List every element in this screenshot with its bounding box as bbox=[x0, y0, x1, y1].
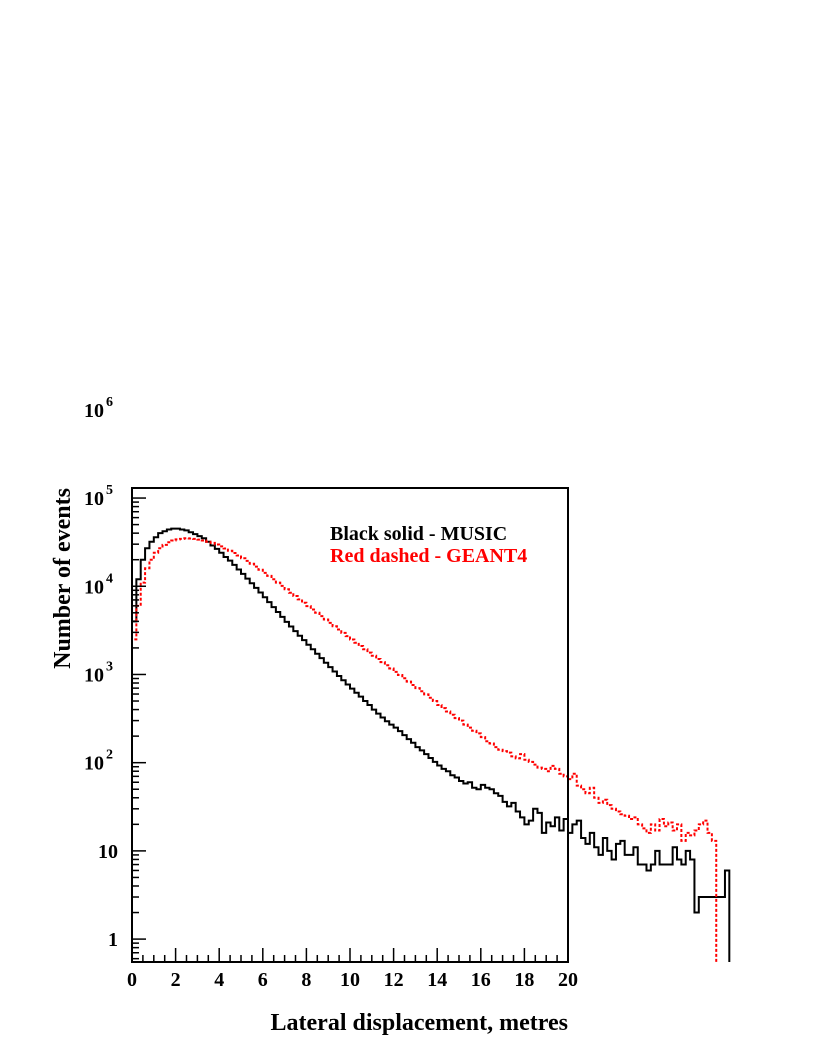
y-tick-exponent: 4 bbox=[106, 571, 113, 586]
legend-entry-music: Black solid - MUSIC bbox=[330, 523, 507, 545]
y-tick-label: 10 bbox=[84, 753, 104, 775]
x-axis: 0 2 4 6 8 10 12 14 16 18 20 bbox=[127, 948, 578, 991]
y-axis-title: Number of events bbox=[50, 488, 76, 669]
x-tick-label: 4 bbox=[214, 969, 224, 991]
series-layer bbox=[131, 527, 731, 962]
y-tick-label: 10 bbox=[84, 400, 104, 422]
x-tick-label: 12 bbox=[384, 969, 404, 991]
y-tick-label: 1 bbox=[108, 929, 118, 951]
x-tick-label: 8 bbox=[301, 969, 311, 991]
x-tick-label: 18 bbox=[514, 969, 534, 991]
x-tick-label: 20 bbox=[558, 969, 578, 991]
x-tick-label: 10 bbox=[340, 969, 360, 991]
x-tick-label: 14 bbox=[427, 969, 447, 991]
y-tick-label: 10 bbox=[84, 664, 104, 686]
y-tick-label: 10 bbox=[84, 576, 104, 598]
x-tick-label: 16 bbox=[471, 969, 491, 991]
series-line-geant4 bbox=[131, 537, 718, 962]
series-line-music bbox=[131, 527, 731, 962]
y-tick-label: 10 bbox=[98, 841, 118, 863]
y-tick-label: 10 bbox=[84, 488, 104, 510]
x-tick-label: 0 bbox=[127, 969, 137, 991]
x-tick-label: 6 bbox=[258, 969, 268, 991]
x-axis-title: Lateral displacement, metres bbox=[271, 1010, 568, 1036]
y-tick-exponent: 2 bbox=[106, 748, 113, 763]
y-tick-exponent: 3 bbox=[106, 659, 113, 674]
legend-entry-geant4: Red dashed - GEANT4 bbox=[330, 545, 527, 567]
y-tick-exponent: 5 bbox=[106, 483, 113, 498]
x-tick-label: 2 bbox=[171, 969, 181, 991]
y-tick-exponent: 6 bbox=[106, 395, 113, 410]
